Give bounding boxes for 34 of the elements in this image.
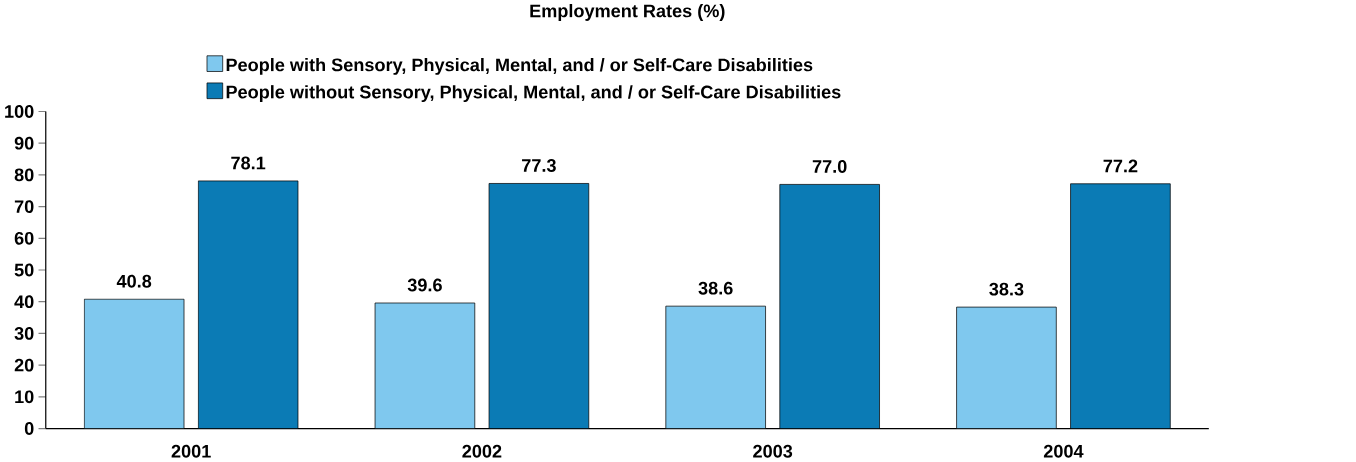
legend-label: People with Sensory, Physical, Mental, and / or Self-Care Disabilities bbox=[226, 58, 813, 75]
x-tick-label: 2001 bbox=[171, 444, 211, 458]
data-label: 77.3 bbox=[522, 159, 556, 173]
x-tick-label: 2002 bbox=[462, 444, 502, 458]
data-label: 38.3 bbox=[989, 282, 1024, 296]
y-tick-label: 30 bbox=[14, 327, 34, 340]
chart-title: Employment Rates (%) bbox=[530, 4, 725, 22]
legend-label: People without Sensory, Physical, Mental, and / or Self-Care Disabilities bbox=[226, 85, 841, 103]
data-label: 78.1 bbox=[231, 156, 266, 170]
y-tick-label: 50 bbox=[14, 263, 34, 277]
y-tick-label: 40 bbox=[14, 295, 34, 309]
bar bbox=[488, 183, 590, 429]
bar bbox=[1070, 183, 1171, 429]
x-tick-label: 2003 bbox=[753, 444, 793, 458]
bar bbox=[374, 302, 476, 429]
bar bbox=[197, 180, 299, 429]
y-tick-label: 80 bbox=[14, 168, 34, 182]
y-tick-label: 0 bbox=[24, 422, 34, 436]
y-tick-label: 20 bbox=[14, 358, 34, 372]
bar bbox=[956, 306, 1057, 429]
data-label: 40.8 bbox=[116, 274, 152, 288]
x-tick-label: 2004 bbox=[1043, 444, 1084, 458]
y-tick-label: 70 bbox=[14, 200, 34, 214]
y-tick-label: 60 bbox=[14, 232, 34, 245]
bar bbox=[665, 305, 766, 429]
bar bbox=[779, 184, 880, 429]
data-label: 77.2 bbox=[1103, 159, 1138, 173]
data-label: 39.6 bbox=[407, 278, 442, 292]
data-label: 77.0 bbox=[812, 160, 847, 174]
y-tick-label: 10 bbox=[15, 390, 34, 404]
bar bbox=[83, 298, 185, 429]
y-tick-label: 90 bbox=[14, 136, 34, 150]
y-tick-label: 100 bbox=[5, 105, 34, 119]
data-label: 38.6 bbox=[698, 281, 733, 295]
